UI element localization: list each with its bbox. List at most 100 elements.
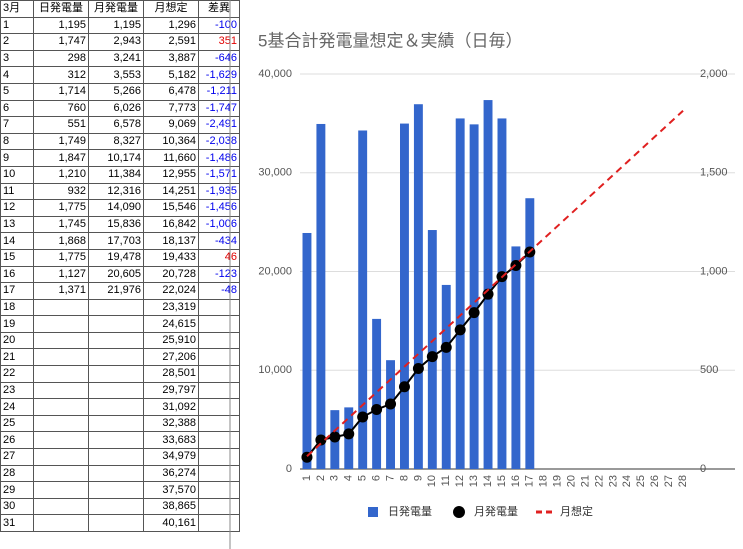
table-cell: 932 — [33, 182, 89, 201]
x-tick-label: 25 — [635, 475, 647, 487]
point — [385, 398, 397, 410]
x-tick-label: 4 — [343, 475, 355, 481]
point — [398, 381, 410, 393]
bar — [455, 118, 465, 469]
point — [371, 403, 383, 415]
x-tick-label: 9 — [412, 475, 424, 481]
y-tick-label: 0 — [286, 463, 292, 475]
bar — [400, 123, 409, 469]
bar — [316, 123, 326, 469]
table-cell: 27 — [0, 448, 34, 466]
bar — [525, 198, 535, 470]
x-tick-label: 8 — [398, 475, 410, 481]
x-tick-label: 10 — [426, 475, 438, 487]
x-tick-label: 24 — [621, 475, 633, 487]
point — [468, 307, 480, 319]
bar — [511, 246, 521, 469]
y2-tick-label: 0 — [700, 463, 706, 475]
data-table: 3月 日発電量 月発電量 月想定 差異 1 1,195 1,195 1,296 -100 2 1,74… — [0, 0, 240, 532]
x-tick-label: 16 — [510, 475, 522, 487]
x-tick-label: 5 — [357, 475, 369, 481]
bar — [497, 118, 507, 469]
x-tick-label: 26 — [649, 475, 661, 487]
bar — [386, 360, 395, 469]
table-cell: 551 — [33, 116, 89, 134]
table-cell: 1,296 — [143, 16, 199, 35]
point — [329, 431, 341, 443]
table-cell: 11,660 — [143, 149, 199, 167]
legend-label: 月想定 — [560, 504, 593, 518]
table-cell: 15,836 — [88, 215, 144, 234]
x-tick-label: 28 — [677, 475, 689, 487]
table-cell: 1,847 — [33, 149, 89, 167]
x-tick-label: 3 — [329, 475, 341, 481]
table-cell: 1,210 — [33, 165, 89, 184]
table-row: 28 36,274 — [0, 464, 240, 483]
legend-item: 日発電量 — [368, 504, 432, 518]
table-row: 26 33,683 — [0, 431, 240, 450]
x-tick-label: 27 — [663, 475, 675, 487]
bar — [413, 104, 423, 469]
x-tick-label: 22 — [593, 475, 605, 487]
bar — [372, 318, 382, 469]
bar — [358, 130, 368, 470]
table-row: 22 28,501 — [0, 365, 240, 383]
x-tick-label: 1 — [301, 475, 313, 481]
point — [454, 324, 466, 336]
x-tick-label: 20 — [566, 475, 578, 487]
x-tick-label: 13 — [468, 475, 480, 487]
y-tick-label: 40,000 — [258, 68, 292, 80]
table-cell: 23,319 — [143, 298, 199, 317]
legend-swatch — [368, 507, 378, 517]
point — [315, 434, 327, 446]
table-cell: 24,615 — [143, 315, 199, 333]
x-tick-label: 6 — [371, 475, 383, 481]
y-tick-label: 10,000 — [258, 364, 292, 376]
table-cell: 1,714 — [33, 82, 89, 101]
table-cell: 14 — [0, 232, 34, 250]
table-cell: 12,955 — [143, 165, 199, 184]
legend-item: 月想定 — [536, 504, 593, 518]
chart-title: 5基合計発電量想定＆実績（日毎） — [258, 31, 522, 50]
legend-swatch — [453, 506, 465, 518]
y2-tick-label: 2,000 — [700, 68, 728, 80]
table-cell: 1,749 — [33, 132, 89, 151]
y2-tick-label: 500 — [700, 364, 718, 376]
table-cell: 40,161 — [143, 514, 199, 532]
y2-tick-label: 1,500 — [700, 167, 728, 179]
table-row: 29 37,570 — [0, 481, 240, 499]
table-cell: 20,605 — [88, 265, 144, 284]
x-tick-label: 12 — [454, 475, 466, 487]
dashed-line — [306, 110, 684, 457]
header-row: 3月 日発電量 月発電量 月想定 差異 — [0, 0, 240, 18]
table-cell: 28 — [0, 464, 34, 483]
table-cell: 1,775 — [33, 248, 89, 267]
point — [440, 341, 452, 353]
bar — [469, 124, 479, 470]
table-cell: 31,092 — [143, 398, 199, 416]
point — [357, 411, 369, 423]
table-cell: 19,478 — [88, 248, 144, 267]
table-cell: 29,797 — [143, 381, 199, 400]
x-tick-label: 11 — [440, 475, 452, 486]
x-tick-label: 14 — [482, 475, 494, 487]
legend-item: 月発電量 — [453, 504, 518, 518]
table-cell: 30 — [0, 497, 34, 516]
table-cell: 28,501 — [143, 365, 199, 383]
bar — [302, 232, 312, 469]
table-cell: 27,206 — [143, 348, 199, 367]
table-cell: 29 — [0, 481, 34, 499]
point — [343, 428, 355, 440]
table-cell: 22,024 — [143, 282, 199, 300]
table-cell: 3,887 — [143, 49, 199, 68]
y2-tick-label: 1,000 — [700, 265, 728, 277]
table-row: 11 932 12,316 14,251 -1,935 — [0, 182, 240, 201]
x-tick-label: 7 — [384, 475, 396, 481]
point — [412, 363, 424, 375]
table-cell: 31 — [0, 514, 34, 532]
x-tick-label: 18 — [538, 475, 550, 487]
point — [426, 351, 438, 363]
table-cell: 25 — [0, 414, 34, 433]
